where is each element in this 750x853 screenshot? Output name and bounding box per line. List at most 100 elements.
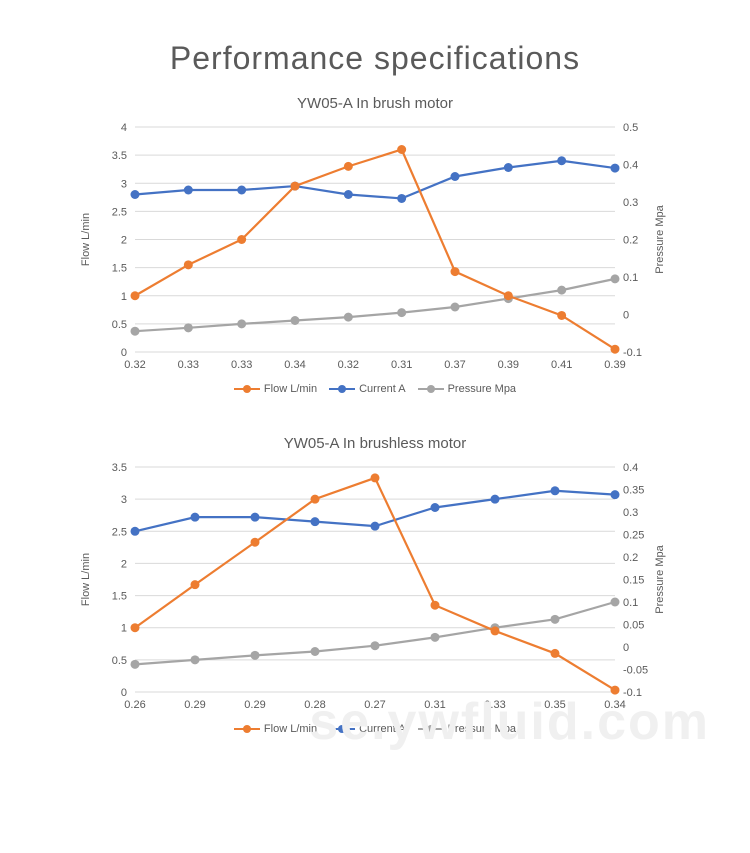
flow-marker — [504, 291, 513, 300]
flow-marker — [311, 495, 320, 504]
pressure-marker — [431, 633, 440, 642]
svg-text:0.31: 0.31 — [424, 699, 445, 711]
svg-text:0.2: 0.2 — [623, 235, 638, 247]
svg-text:1.5: 1.5 — [112, 591, 127, 603]
flow-marker — [131, 623, 140, 632]
pressure-marker — [551, 615, 560, 624]
pressure-line — [135, 279, 615, 331]
current-marker — [557, 156, 566, 165]
svg-text:0.33: 0.33 — [178, 359, 199, 371]
chart-svg: 00.511.522.533.54-0.100.10.20.30.40.50.3… — [75, 117, 675, 377]
current-marker — [491, 495, 500, 504]
charts-container: YW05-A In brush motor00.511.522.533.54-0… — [0, 87, 750, 747]
svg-text:0.25: 0.25 — [623, 530, 644, 542]
svg-text:Flow L/min: Flow L/min — [80, 213, 92, 266]
flow-marker — [371, 473, 380, 482]
svg-text:3.5: 3.5 — [112, 150, 127, 162]
flow-marker — [557, 311, 566, 320]
svg-text:0.26: 0.26 — [124, 699, 145, 711]
pressure-marker — [131, 327, 140, 336]
flow-marker — [251, 538, 260, 547]
svg-text:0.35: 0.35 — [544, 699, 565, 711]
svg-text:0.31: 0.31 — [391, 359, 412, 371]
svg-text:0.3: 0.3 — [623, 197, 638, 209]
svg-text:-0.1: -0.1 — [623, 687, 642, 699]
svg-text:3: 3 — [121, 178, 127, 190]
flow-marker — [431, 601, 440, 610]
current-marker — [431, 503, 440, 512]
pressure-marker — [251, 651, 260, 660]
flow-marker — [491, 626, 500, 635]
svg-text:0.28: 0.28 — [304, 699, 325, 711]
svg-text:0.32: 0.32 — [124, 359, 145, 371]
svg-text:0.5: 0.5 — [112, 319, 127, 331]
svg-text:0.1: 0.1 — [623, 272, 638, 284]
chart-title: YW05-A In brush motor — [75, 87, 675, 117]
pressure-marker — [344, 313, 353, 322]
svg-text:0.1: 0.1 — [623, 597, 638, 609]
svg-text:0.39: 0.39 — [604, 359, 625, 371]
svg-text:3: 3 — [121, 494, 127, 506]
svg-text:1: 1 — [121, 291, 127, 303]
current-marker — [131, 527, 140, 536]
pressure-marker — [557, 286, 566, 295]
pressure-marker — [291, 316, 300, 325]
flow-marker — [344, 162, 353, 171]
svg-text:0.29: 0.29 — [244, 699, 265, 711]
svg-text:1: 1 — [121, 623, 127, 635]
svg-text:0.5: 0.5 — [112, 655, 127, 667]
flow-marker — [237, 235, 246, 244]
svg-text:-0.1: -0.1 — [623, 347, 642, 359]
svg-text:Pressure Mpa: Pressure Mpa — [654, 204, 666, 273]
legend-item-flow: Flow L/min — [234, 723, 317, 735]
svg-text:-0.05: -0.05 — [623, 665, 648, 677]
pressure-marker — [611, 274, 620, 283]
current-marker — [397, 194, 406, 203]
flow-marker — [551, 649, 560, 658]
svg-text:2: 2 — [121, 558, 127, 570]
current-marker — [191, 513, 200, 522]
svg-text:1.5: 1.5 — [112, 263, 127, 275]
current-marker — [251, 513, 260, 522]
legend-item-current: Current A — [329, 383, 405, 395]
current-marker — [237, 186, 246, 195]
svg-text:0.27: 0.27 — [364, 699, 385, 711]
svg-text:0.5: 0.5 — [623, 122, 638, 134]
svg-text:0.4: 0.4 — [623, 462, 638, 474]
svg-text:0: 0 — [623, 310, 629, 322]
svg-text:0.33: 0.33 — [231, 359, 252, 371]
chart-block: YW05-A In brush motor00.511.522.533.54-0… — [75, 87, 675, 407]
svg-text:0: 0 — [121, 687, 127, 699]
svg-text:2.5: 2.5 — [112, 206, 127, 218]
pressure-marker — [237, 319, 246, 328]
svg-text:0.33: 0.33 — [484, 699, 505, 711]
current-line — [135, 161, 615, 199]
current-marker — [184, 186, 193, 195]
svg-text:0.37: 0.37 — [444, 359, 465, 371]
current-marker — [311, 517, 320, 526]
svg-text:0.2: 0.2 — [623, 552, 638, 564]
svg-text:Flow L/min: Flow L/min — [80, 553, 92, 606]
current-marker — [344, 190, 353, 199]
svg-text:0: 0 — [121, 347, 127, 359]
pressure-marker — [311, 647, 320, 656]
svg-text:0.41: 0.41 — [551, 359, 572, 371]
svg-text:0.35: 0.35 — [623, 485, 644, 497]
page-title: Performance specifications — [0, 0, 750, 87]
flow-marker — [611, 345, 620, 354]
svg-text:0.05: 0.05 — [623, 620, 644, 632]
svg-text:Pressure Mpa: Pressure Mpa — [654, 544, 666, 613]
flow-marker — [397, 145, 406, 154]
flow-marker — [291, 182, 300, 191]
svg-text:0.15: 0.15 — [623, 575, 644, 587]
svg-text:2.5: 2.5 — [112, 526, 127, 538]
svg-text:0.32: 0.32 — [338, 359, 359, 371]
chart-block: YW05-A In brushless motor00.511.522.533.… — [75, 427, 675, 747]
current-marker — [371, 522, 380, 531]
current-marker — [504, 163, 513, 172]
flow-marker — [184, 260, 193, 269]
current-marker — [611, 490, 620, 499]
current-marker — [551, 486, 560, 495]
svg-text:0.3: 0.3 — [623, 507, 638, 519]
svg-text:0.39: 0.39 — [498, 359, 519, 371]
